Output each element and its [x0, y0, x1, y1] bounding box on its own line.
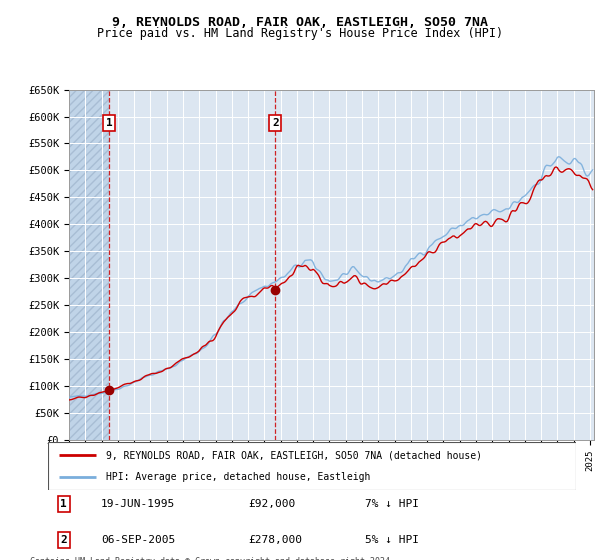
Text: 5% ↓ HPI: 5% ↓ HPI — [365, 535, 419, 545]
Text: 9, REYNOLDS ROAD, FAIR OAK, EASTLEIGH, SO50 7NA (detached house): 9, REYNOLDS ROAD, FAIR OAK, EASTLEIGH, S… — [106, 450, 482, 460]
Text: 9, REYNOLDS ROAD, FAIR OAK, EASTLEIGH, SO50 7NA: 9, REYNOLDS ROAD, FAIR OAK, EASTLEIGH, S… — [112, 16, 488, 29]
Bar — [69, 90, 109, 440]
Text: Contains HM Land Registry data © Crown copyright and database right 2024.
This d: Contains HM Land Registry data © Crown c… — [30, 557, 395, 560]
Text: 1: 1 — [106, 118, 112, 128]
Text: 1: 1 — [61, 499, 67, 509]
Text: 2: 2 — [272, 118, 278, 128]
Text: 7% ↓ HPI: 7% ↓ HPI — [365, 499, 419, 509]
Text: 2: 2 — [61, 535, 67, 545]
Text: Price paid vs. HM Land Registry's House Price Index (HPI): Price paid vs. HM Land Registry's House … — [97, 27, 503, 40]
Text: £278,000: £278,000 — [248, 535, 302, 545]
Text: HPI: Average price, detached house, Eastleigh: HPI: Average price, detached house, East… — [106, 472, 370, 482]
Text: £92,000: £92,000 — [248, 499, 296, 509]
Text: 06-SEP-2005: 06-SEP-2005 — [101, 535, 175, 545]
Text: 19-JUN-1995: 19-JUN-1995 — [101, 499, 175, 509]
